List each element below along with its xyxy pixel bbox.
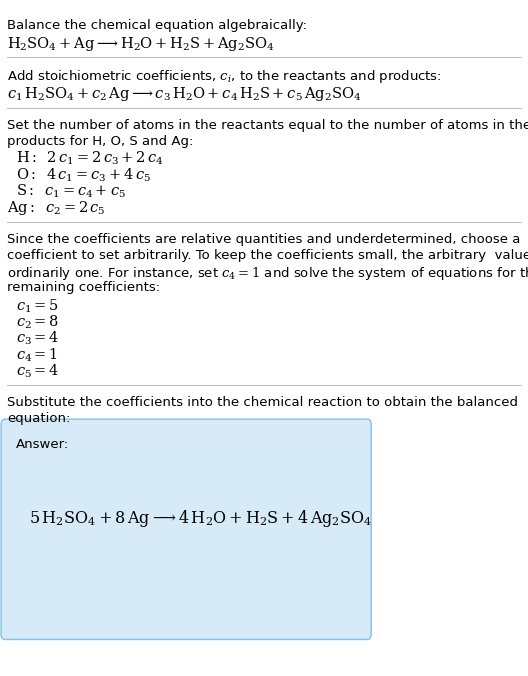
- Text: $\mathrm{Ag{:}}\;\; c_2 = 2\,c_5$: $\mathrm{Ag{:}}\;\; c_2 = 2\,c_5$: [7, 199, 106, 217]
- Text: Add stoichiometric coefficients, $c_i$, to the reactants and products:: Add stoichiometric coefficients, $c_i$, …: [7, 68, 441, 84]
- FancyBboxPatch shape: [1, 419, 371, 639]
- Text: Answer:: Answer:: [16, 438, 69, 451]
- Text: $\mathrm{H_2SO_4 + Ag \longrightarrow H_2O + H_2S + Ag_2SO_4}$: $\mathrm{H_2SO_4 + Ag \longrightarrow H_…: [7, 35, 275, 53]
- Text: coefficient to set arbitrarily. To keep the coefficients small, the arbitrary  v: coefficient to set arbitrarily. To keep …: [7, 249, 528, 262]
- Text: $c_1\,\mathrm{H_2SO_4} + c_2\,\mathrm{Ag} \longrightarrow c_3\,\mathrm{H_2O} + c: $c_1\,\mathrm{H_2SO_4} + c_2\,\mathrm{Ag…: [7, 85, 362, 103]
- Text: $\mathrm{S{:}}\;\; c_1 = c_4 + c_5$: $\mathrm{S{:}}\;\; c_1 = c_4 + c_5$: [16, 183, 126, 200]
- Text: remaining coefficients:: remaining coefficients:: [7, 281, 160, 294]
- Text: $c_4 = 1$: $c_4 = 1$: [16, 346, 58, 364]
- Text: Substitute the coefficients into the chemical reaction to obtain the balanced: Substitute the coefficients into the che…: [7, 396, 518, 409]
- Text: $c_3 = 4$: $c_3 = 4$: [16, 330, 59, 347]
- Text: $\mathrm{O{:}}\;\; 4\,c_1 = c_3 + 4\,c_5$: $\mathrm{O{:}}\;\; 4\,c_1 = c_3 + 4\,c_5…: [16, 166, 151, 184]
- Text: equation:: equation:: [7, 412, 70, 425]
- Text: $\mathrm{H{:}}\;\; 2\,c_1 = 2\,c_3 + 2\,c_4$: $\mathrm{H{:}}\;\; 2\,c_1 = 2\,c_3 + 2\,…: [16, 150, 164, 168]
- Text: $5\,\mathrm{H_2SO_4} + 8\,\mathrm{Ag} \longrightarrow 4\,\mathrm{H_2O} + \mathrm: $5\,\mathrm{H_2SO_4} + 8\,\mathrm{Ag} \l…: [29, 508, 372, 529]
- Text: $c_5 = 4$: $c_5 = 4$: [16, 362, 59, 380]
- Text: Set the number of atoms in the reactants equal to the number of atoms in the: Set the number of atoms in the reactants…: [7, 119, 528, 132]
- Text: ordinarily one. For instance, set $c_4 = 1$ and solve the system of equations fo: ordinarily one. For instance, set $c_4 =…: [7, 265, 528, 282]
- Text: $c_2 = 8$: $c_2 = 8$: [16, 314, 59, 331]
- Text: $c_1 = 5$: $c_1 = 5$: [16, 297, 59, 315]
- Text: Since the coefficients are relative quantities and underdetermined, choose a: Since the coefficients are relative quan…: [7, 233, 520, 245]
- Text: Balance the chemical equation algebraically:: Balance the chemical equation algebraica…: [7, 19, 307, 32]
- Text: products for H, O, S and Ag:: products for H, O, S and Ag:: [7, 135, 193, 148]
